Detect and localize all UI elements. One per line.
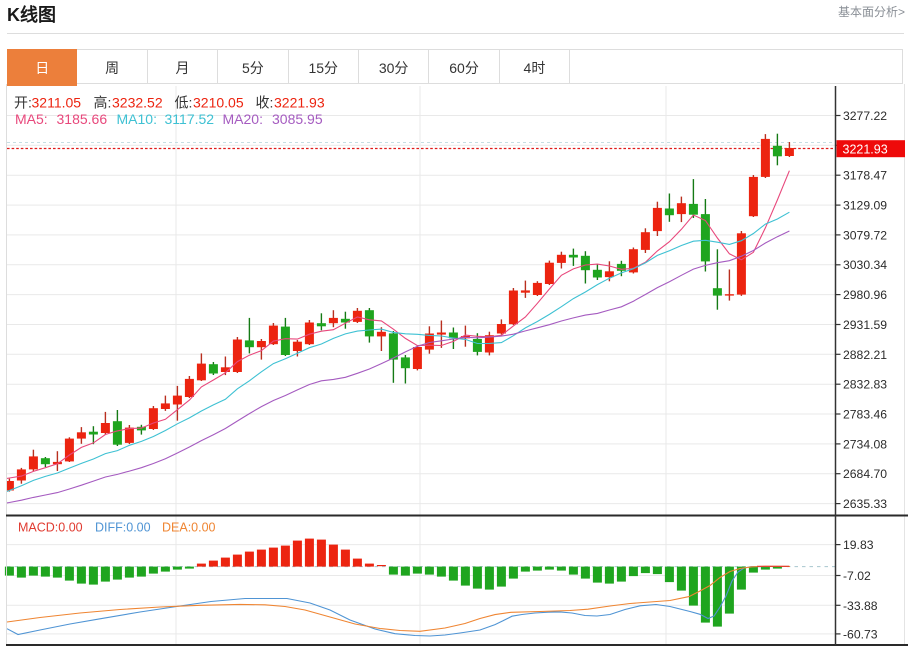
- svg-text:3185.66: 3185.66: [57, 111, 108, 127]
- svg-text:DEA:0.00: DEA:0.00: [162, 521, 216, 535]
- svg-text:3221.93: 3221.93: [843, 143, 888, 157]
- svg-text:MA5:: MA5:: [15, 111, 48, 127]
- svg-text:低:: 低:: [175, 95, 193, 111]
- svg-text:3211.05: 3211.05: [32, 95, 82, 111]
- svg-text:-33.88: -33.88: [843, 599, 878, 613]
- svg-text:2635.33: 2635.33: [843, 497, 887, 511]
- svg-text:3030.34: 3030.34: [843, 258, 887, 272]
- svg-text:3117.52: 3117.52: [165, 111, 215, 127]
- svg-text:3277.22: 3277.22: [843, 109, 887, 123]
- svg-text:3129.09: 3129.09: [843, 199, 887, 213]
- svg-text:2783.46: 2783.46: [843, 408, 887, 422]
- svg-text:收:: 收:: [256, 95, 274, 111]
- svg-text:MACD:0.00: MACD:0.00: [18, 521, 83, 535]
- svg-text:开:: 开:: [14, 95, 32, 111]
- svg-text:3221.93: 3221.93: [274, 95, 325, 111]
- svg-text:3210.05: 3210.05: [193, 95, 244, 111]
- svg-text:3178.47: 3178.47: [843, 169, 887, 183]
- svg-text:2980.96: 2980.96: [843, 288, 887, 302]
- svg-text:DIFF:0.00: DIFF:0.00: [95, 521, 151, 535]
- svg-text:MA10:: MA10:: [117, 111, 157, 127]
- svg-text:2734.08: 2734.08: [843, 437, 887, 451]
- svg-text:-7.02: -7.02: [843, 569, 871, 583]
- svg-text:2882.21: 2882.21: [843, 348, 887, 362]
- svg-text:2684.70: 2684.70: [843, 467, 887, 481]
- svg-text:-60.73: -60.73: [843, 627, 878, 641]
- svg-text:2832.83: 2832.83: [843, 378, 887, 392]
- svg-text:2931.59: 2931.59: [843, 318, 887, 332]
- svg-text:19.83: 19.83: [843, 538, 874, 552]
- svg-text:3085.95: 3085.95: [272, 111, 323, 127]
- svg-text:MA20:: MA20:: [223, 111, 263, 127]
- svg-text:3232.52: 3232.52: [112, 95, 163, 111]
- svg-text:高:: 高:: [94, 95, 112, 111]
- svg-text:3079.72: 3079.72: [843, 228, 887, 242]
